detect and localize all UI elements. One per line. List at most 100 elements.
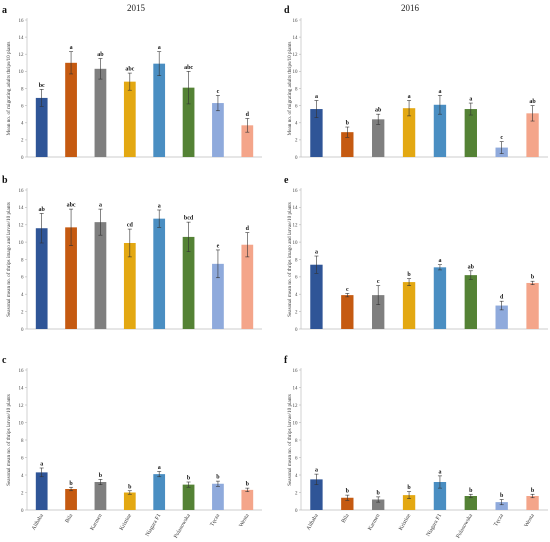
bar-b-2 bbox=[94, 222, 107, 329]
significance-label: ab bbox=[468, 264, 475, 270]
y-tick-label: 16 bbox=[293, 189, 299, 194]
bar-c-4 bbox=[153, 474, 166, 510]
y-tick-label: 4 bbox=[21, 293, 24, 298]
panel-letter-d: d bbox=[284, 5, 290, 16]
significance-label: bc bbox=[39, 83, 45, 89]
y-tick-label: 2 bbox=[21, 310, 24, 315]
y-tick-label: 0 bbox=[295, 328, 298, 333]
y-tick-label: 10 bbox=[19, 421, 25, 426]
bar-a-5 bbox=[182, 87, 195, 157]
y-tick-label: 16 bbox=[19, 19, 25, 24]
chart-panel-c: c Seasonal mean no. of thrips larvae/10 p… bbox=[2, 355, 262, 539]
significance-label: abc bbox=[125, 67, 134, 73]
y-tick-label: 0 bbox=[21, 156, 24, 161]
y-axis-label-a: Mean no. of migrating adults thrips/10 p… bbox=[5, 42, 12, 136]
y-tick-label: 12 bbox=[19, 224, 25, 229]
bar-c-0 bbox=[35, 472, 48, 510]
significance-label: b bbox=[246, 482, 250, 488]
bar-e-3 bbox=[402, 282, 416, 329]
bar-e-1 bbox=[341, 295, 354, 329]
x-tick-label: Kristine bbox=[398, 513, 412, 532]
bar-b-6 bbox=[212, 263, 224, 329]
significance-label: d bbox=[246, 112, 250, 118]
chart-panel-e: e Seasonal mean no. of thrips imago and l… bbox=[284, 175, 548, 333]
x-tick-label: Alibaba bbox=[31, 513, 45, 532]
significance-label: b bbox=[469, 488, 473, 494]
bar-a-1 bbox=[65, 62, 77, 157]
bar-c-6 bbox=[212, 483, 224, 510]
significance-label: b bbox=[377, 490, 381, 496]
y-tick-label: 4 bbox=[295, 122, 298, 127]
y-tick-label: 12 bbox=[293, 404, 299, 409]
bar-e-5 bbox=[464, 275, 477, 329]
significance-label: a bbox=[158, 203, 161, 209]
y-tick-label: 6 bbox=[21, 456, 24, 461]
y-tick-label: 8 bbox=[21, 258, 24, 263]
significance-label: c bbox=[377, 279, 380, 285]
y-tick-label: 14 bbox=[19, 386, 25, 391]
significance-label: b bbox=[407, 272, 411, 278]
y-tick-label: 0 bbox=[295, 509, 298, 514]
y-tick-label: 6 bbox=[21, 104, 24, 109]
bar-e-4 bbox=[433, 267, 447, 329]
bar-f-4 bbox=[433, 482, 447, 510]
bar-b-7 bbox=[241, 244, 254, 329]
bar-c-7 bbox=[241, 489, 254, 510]
bar-b-0 bbox=[35, 228, 48, 329]
bar-b-4 bbox=[153, 218, 166, 329]
significance-label: a bbox=[438, 89, 441, 95]
y-tick-label: 4 bbox=[295, 293, 298, 298]
y-tick-label: 2 bbox=[295, 139, 298, 144]
bar-f-7 bbox=[526, 496, 539, 510]
y-tick-label: 16 bbox=[19, 369, 25, 374]
y-tick-label: 10 bbox=[293, 421, 299, 426]
significance-label: a bbox=[40, 462, 43, 468]
y-tick-label: 12 bbox=[293, 53, 299, 58]
bar-a-6 bbox=[212, 103, 224, 157]
bar-d-1 bbox=[341, 132, 354, 157]
y-tick-label: 0 bbox=[21, 328, 24, 333]
bar-f-3 bbox=[402, 495, 416, 510]
panel-letter-f: f bbox=[284, 355, 288, 366]
bar-d-7 bbox=[526, 113, 539, 157]
significance-label: b bbox=[500, 493, 504, 499]
y-axis-label-b: Seasonal mean no. of thrips imago and la… bbox=[5, 202, 12, 317]
significance-label: d bbox=[500, 295, 504, 301]
significance-label: bcd bbox=[184, 216, 194, 222]
significance-label: a bbox=[438, 258, 441, 264]
bar-c-3 bbox=[123, 492, 136, 510]
significance-label: ab bbox=[529, 99, 536, 105]
y-tick-label: 2 bbox=[295, 491, 298, 496]
significance-label: d bbox=[246, 226, 250, 232]
significance-label: c bbox=[346, 287, 349, 293]
bar-c-2 bbox=[94, 482, 107, 510]
y-axis-label-d: Mean no. of migrating adults thrips/10 p… bbox=[286, 42, 293, 136]
bar-d-5 bbox=[464, 109, 477, 157]
bar-f-0 bbox=[310, 479, 323, 510]
bar-d-2 bbox=[372, 119, 385, 157]
significance-label: b bbox=[346, 489, 350, 495]
significance-label: a bbox=[315, 468, 318, 474]
significance-label: e bbox=[217, 243, 220, 249]
bar-f-5 bbox=[464, 496, 477, 510]
y-tick-label: 0 bbox=[21, 509, 24, 514]
x-tick-label: Alibaba bbox=[306, 513, 320, 532]
y-tick-label: 12 bbox=[19, 404, 25, 409]
significance-label: a bbox=[315, 94, 318, 100]
significance-label: a bbox=[99, 203, 102, 209]
significance-label: a bbox=[315, 250, 318, 256]
bar-d-4 bbox=[433, 104, 447, 157]
significance-label: c bbox=[500, 135, 503, 141]
panel-letter-c: c bbox=[2, 355, 7, 366]
chart-panel-a: a Mean no. of migrating adults thrips/10 … bbox=[2, 5, 262, 161]
y-tick-label: 4 bbox=[21, 122, 24, 127]
bar-b-5 bbox=[182, 236, 195, 329]
y-tick-label: 14 bbox=[293, 386, 299, 391]
bar-d-0 bbox=[310, 109, 323, 157]
x-tick-label: Niagara F1 bbox=[425, 513, 443, 538]
bar-e-6 bbox=[495, 305, 508, 329]
significance-label: b bbox=[128, 484, 132, 490]
x-tick-label: Bila bbox=[341, 513, 351, 525]
y-tick-label: 2 bbox=[21, 491, 24, 496]
bar-f-6 bbox=[495, 502, 508, 510]
